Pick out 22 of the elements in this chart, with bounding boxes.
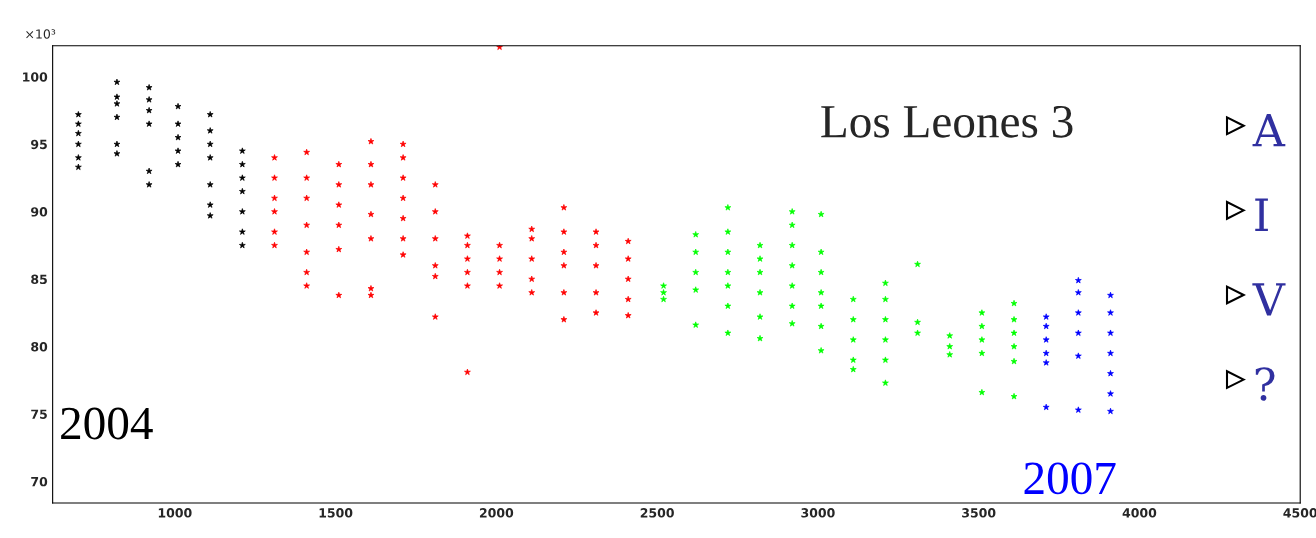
y-tick-label: 80	[31, 342, 48, 352]
annotation: ?	[1255, 367, 1275, 401]
x-tick-label: 2000	[479, 508, 514, 518]
y-tick-label: 95	[31, 139, 47, 150]
annotation: V	[1252, 283, 1286, 316]
y-tick-label: 100	[23, 72, 48, 82]
x-tick-label: 1000	[158, 508, 192, 518]
text: 2004	[61, 407, 153, 440]
series-label: 2007	[1024, 462, 1116, 495]
x-tick-label: 2500	[640, 508, 674, 518]
y-axis-title: ×10³	[26, 29, 56, 39]
y-tick-label: 85	[31, 274, 47, 285]
x-tick-label: 3500	[962, 508, 996, 518]
y-tick-label: 75	[31, 409, 47, 419]
annotation: Los Leones 3	[821, 105, 1073, 138]
x-tick-label: 4000	[1122, 508, 1157, 518]
x-tick-label: 3000	[801, 508, 835, 518]
y-tick-label: 70	[31, 476, 48, 487]
x-tick-label: 1500	[319, 508, 353, 518]
y-tick-label: 90	[31, 207, 48, 217]
annotation: A	[1252, 113, 1286, 147]
annotation: I	[1255, 198, 1268, 231]
